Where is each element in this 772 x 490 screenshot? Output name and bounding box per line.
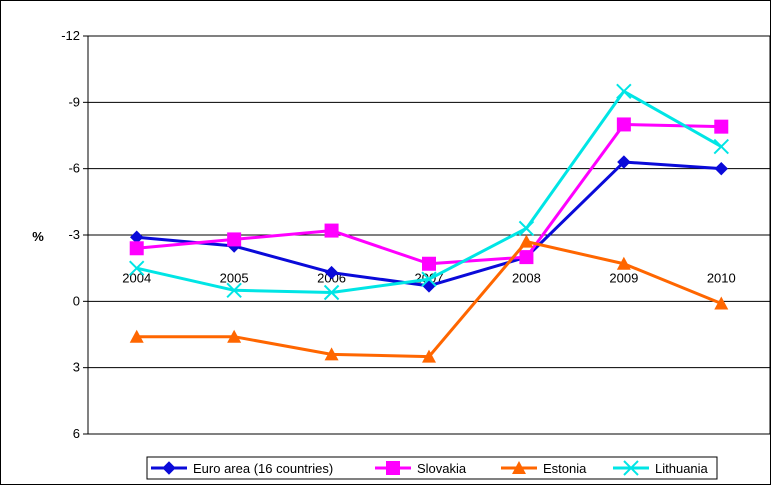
x-tick-label: 2009 (609, 270, 638, 285)
x-marker-stroke (623, 460, 639, 476)
data-point-x (129, 260, 145, 276)
data-point-x (623, 460, 639, 476)
series-lithuania (129, 83, 729, 301)
x-marker-stroke (713, 138, 729, 155)
data-point-square (519, 250, 534, 265)
data-point-triangle (129, 329, 144, 343)
y-axis-ticks: -12 -9 -6 -3 0 3 6 (61, 28, 88, 441)
legend-item: Slovakia (375, 461, 467, 476)
data-point-x (323, 284, 340, 301)
legend-label: Estonia (543, 461, 587, 476)
y-tick-label: 0 (73, 293, 80, 308)
x-tick-label: 2010 (707, 270, 736, 285)
data-point-triangle (227, 329, 242, 343)
y-axis-label: % (32, 229, 44, 244)
gridlines (88, 101, 770, 369)
series-slovakia (129, 117, 729, 271)
x-tick-label: 2005 (220, 270, 249, 285)
legend-label: Euro area (16 countries) (193, 461, 333, 476)
data-point-diamond (162, 461, 176, 475)
data-point-diamond (617, 155, 631, 169)
y-tick-label: -12 (61, 28, 80, 43)
data-point-square (129, 241, 144, 256)
legend-item: Euro area (16 countries) (151, 461, 333, 476)
legend-box (146, 456, 718, 480)
legend-item: Lithuania (613, 460, 709, 476)
y-tick-label: 3 (73, 360, 80, 375)
x-tick-label: 2004 (122, 270, 151, 285)
data-point-square (422, 256, 436, 271)
x-marker-stroke (226, 282, 242, 298)
data-point-triangle (422, 349, 436, 363)
x-marker-stroke (421, 271, 437, 287)
data-point-diamond (714, 161, 728, 176)
series-layer (129, 83, 729, 363)
data-point-x (421, 271, 437, 287)
y-tick-label: -3 (68, 227, 80, 242)
data-point-x (713, 138, 729, 155)
data-point-square (616, 117, 631, 132)
data-point-square (324, 223, 339, 238)
data-point-square (714, 119, 729, 134)
data-point-x (518, 220, 535, 237)
data-point-triangle (324, 347, 339, 361)
legend-label: Lithuania (655, 461, 709, 476)
series-estonia (129, 234, 729, 363)
data-point-square (386, 461, 400, 475)
data-point-triangle (616, 256, 631, 270)
x-tick-label: 2008 (512, 270, 541, 285)
data-point-x (226, 282, 242, 298)
y-tick-label: 6 (73, 426, 80, 441)
x-marker-stroke (616, 83, 632, 99)
x-marker-stroke (129, 260, 145, 276)
x-marker-stroke (518, 220, 535, 237)
data-point-triangle (512, 461, 526, 474)
legend: Euro area (16 countries) Slovakia Estonia L… (146, 456, 718, 480)
data-point-triangle (519, 234, 534, 248)
data-point-square (227, 232, 242, 247)
data-point-triangle (714, 296, 729, 310)
legend-label: Slovakia (417, 461, 467, 476)
data-point-x (616, 83, 632, 99)
data-point-diamond (324, 265, 339, 280)
legend-item: Estonia (501, 461, 587, 476)
y-tick-label: -6 (68, 161, 80, 176)
x-marker-stroke (323, 284, 340, 301)
y-tick-label: -9 (68, 94, 80, 109)
